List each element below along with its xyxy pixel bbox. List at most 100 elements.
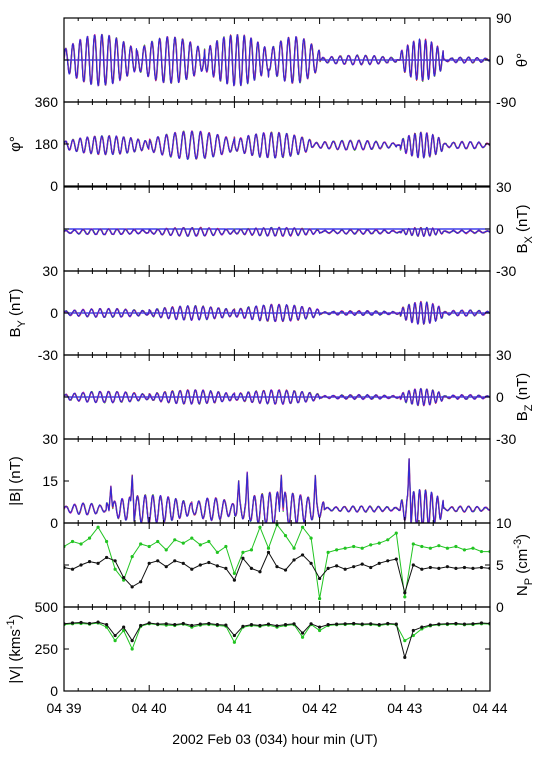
data-point-np [266, 550, 271, 555]
data-point-np [360, 546, 364, 550]
y-tick-label-theta: 90 [496, 10, 512, 26]
data-point-vmag [403, 639, 407, 643]
data-point-np [403, 595, 407, 599]
data-point-np [309, 536, 313, 540]
y-tick-label-np: 0 [496, 599, 504, 615]
data-point-vmag [241, 624, 245, 628]
data-point-np [300, 553, 305, 557]
data-point-np [479, 549, 484, 554]
y-tick-label-vmag: 500 [35, 599, 59, 615]
data-point-np [249, 566, 254, 570]
data-point-np [394, 531, 398, 535]
y-tick-label-theta: 0 [496, 52, 504, 68]
data-point-vmag [105, 623, 109, 627]
data-point-np [369, 565, 373, 570]
data-point-vmag [113, 633, 117, 638]
data-point-np [326, 566, 330, 570]
data-point-np [343, 546, 347, 550]
data-point-vmag [139, 623, 143, 628]
data-point-np [147, 544, 151, 549]
data-point-np [96, 525, 100, 529]
x-tick-group: 04 39 04 40 04 41 04 42 04 43 04 44 [46, 700, 507, 716]
y-tick-label-theta: -90 [496, 94, 516, 110]
data-point-np [471, 566, 475, 570]
data-point-vmag [292, 622, 296, 626]
data-point-vmag [258, 623, 262, 628]
panel-bx: 30 0 -30 BX (nT) [63, 179, 535, 279]
data-point-np [318, 576, 322, 581]
data-point-np [420, 567, 424, 571]
y-tick-label-phi: 180 [35, 136, 59, 152]
data-point-np [266, 546, 271, 550]
data-point-vmag [471, 622, 475, 626]
data-point-np [156, 559, 160, 563]
data-point-vmag [130, 647, 134, 651]
y-tick-label-vmag: 250 [35, 641, 59, 657]
y-axis-label-bx: BX (nT) [514, 204, 535, 253]
y-axis-label-bz: BZ (nT) [514, 373, 535, 421]
y-tick-label-bz: 30 [496, 347, 512, 363]
data-point-vmag [403, 655, 407, 660]
x-tick-label: 04 39 [46, 700, 81, 716]
data-point-vmag [181, 621, 185, 626]
data-point-vmag [164, 622, 168, 626]
data-point-np [258, 525, 262, 529]
data-point-vmag [309, 622, 313, 626]
data-point-np [70, 539, 75, 544]
data-point-vmag [369, 622, 373, 626]
data-point-vmag [394, 622, 398, 626]
data-point-np [292, 546, 296, 550]
data-point-np [87, 560, 92, 564]
series-line-bz-3 [64, 388, 490, 406]
data-point-np [105, 555, 109, 560]
data-point-np [403, 591, 407, 595]
series-line-by-3 [64, 301, 490, 325]
y-tick-label-bmag: 15 [42, 473, 58, 489]
y-tick-label-bx: -30 [496, 263, 516, 279]
series-line-theta-3 [64, 34, 490, 87]
data-point-np [292, 558, 296, 562]
plot-area-bmag [64, 458, 490, 523]
data-point-vmag [479, 621, 484, 625]
series-line-np-0 [64, 523, 490, 599]
data-point-vmag [249, 623, 254, 627]
data-point-vmag [70, 621, 75, 625]
y-tick-label-by: 0 [50, 305, 58, 321]
y-axis-label-vmag: |V| (kms-1) [5, 614, 24, 683]
series-line-bmag-3 [64, 458, 490, 523]
data-point-np [352, 544, 356, 549]
plot-area-by [64, 300, 490, 325]
data-point-np [241, 550, 245, 555]
data-point-vmag [437, 622, 441, 626]
data-point-vmag [360, 622, 364, 626]
data-point-np [215, 564, 219, 568]
data-point-np [283, 568, 288, 572]
data-point-np [335, 564, 339, 568]
y-axis-label-by: BY (nT) [7, 288, 28, 337]
data-point-np [70, 567, 75, 571]
data-point-np [139, 542, 143, 546]
data-point-np [352, 565, 356, 569]
x-tick-label: 04 42 [302, 700, 337, 716]
y-axis-label-phi: φ° [7, 136, 24, 152]
data-point-vmag [343, 622, 347, 626]
data-point-np [275, 565, 279, 569]
data-point-np [130, 555, 134, 559]
data-point-np [335, 548, 339, 552]
data-point-np [207, 539, 211, 544]
data-point-vmag [156, 622, 160, 626]
data-point-np [454, 566, 458, 570]
data-point-vmag [173, 623, 177, 627]
data-point-vmag [96, 620, 100, 624]
data-point-vmag [462, 622, 467, 626]
panel-frame-np [63, 522, 491, 608]
plot-area-np [64, 523, 490, 601]
data-point-np [173, 559, 177, 563]
data-point-np [181, 561, 185, 565]
data-point-np [326, 550, 330, 555]
data-point-vmag [300, 631, 305, 635]
data-point-vmag [352, 621, 356, 626]
data-point-np [207, 560, 211, 565]
